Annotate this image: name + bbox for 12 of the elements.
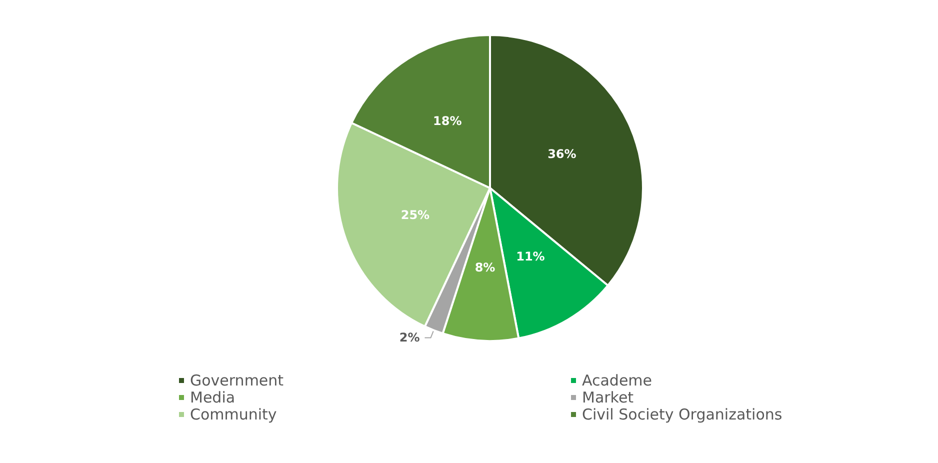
legend-label: Civil Society Organizations xyxy=(582,406,782,424)
data-label: 8% xyxy=(474,260,496,274)
legend-label: Government xyxy=(190,372,284,390)
data-label: 11% xyxy=(516,249,545,264)
data-label: 36% xyxy=(548,147,576,162)
data-label: 25% xyxy=(400,208,430,222)
data-label: 2% xyxy=(399,330,420,345)
legend-label: Community xyxy=(190,406,277,424)
data-label: 18% xyxy=(433,114,462,128)
legend-label: Market xyxy=(582,388,634,406)
legend-label: Academe xyxy=(582,372,652,390)
legend-label: Media xyxy=(190,388,236,406)
